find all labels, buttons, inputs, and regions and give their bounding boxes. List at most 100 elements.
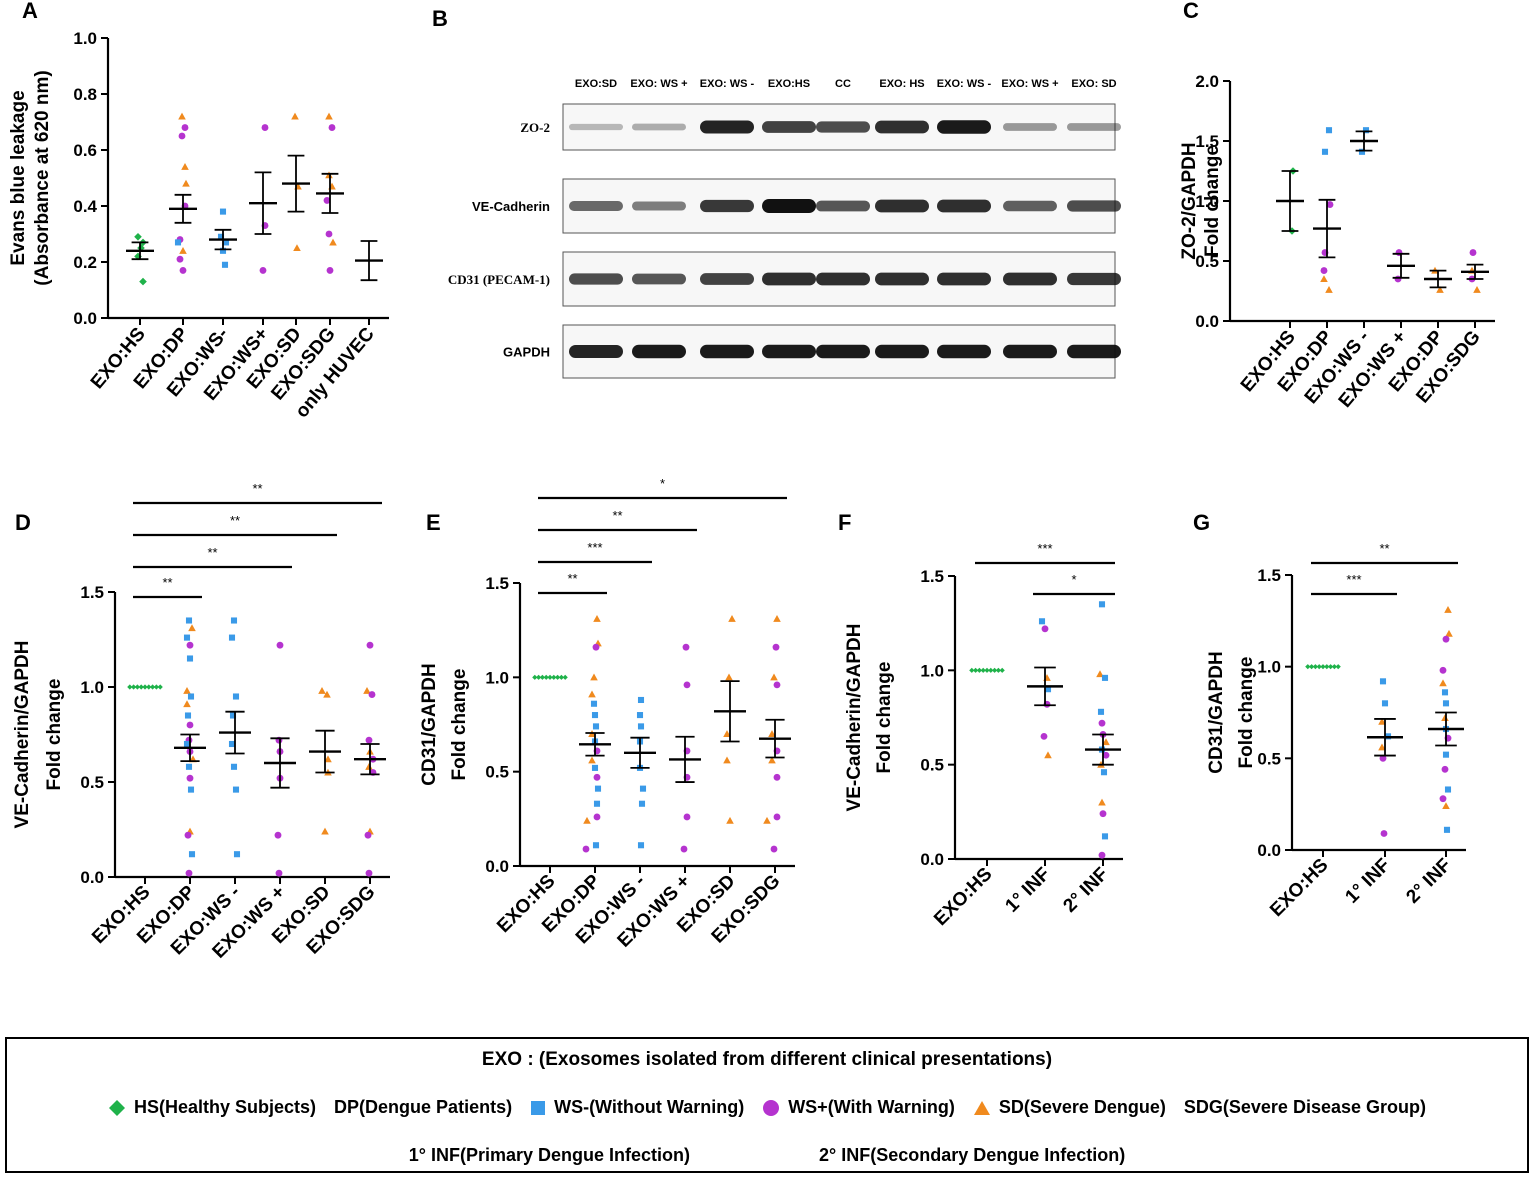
- legend-item-wspos: WS+(With Warning): [762, 1097, 955, 1118]
- blot-band: [569, 273, 623, 285]
- blot-band: [816, 200, 870, 212]
- data-point-sd: [763, 816, 771, 824]
- blot-lane-label: EXO:SD: [575, 78, 617, 90]
- data-point-hs: [1305, 664, 1311, 670]
- data-point-ws-pos: [593, 773, 601, 781]
- blot-band: [700, 273, 754, 285]
- data-point-sd: [321, 827, 329, 835]
- data-point-ws-neg: [188, 851, 196, 858]
- y-axis-label: Evans blue leakage: [8, 90, 29, 265]
- x-tick-label: EXO:HS: [1266, 855, 1332, 921]
- data-point-hs: [547, 674, 553, 680]
- data-point-ws-neg: [219, 208, 227, 215]
- legend-label-wsneg: WS-(Without Warning): [554, 1097, 745, 1117]
- data-point-ws-neg: [217, 233, 225, 240]
- data-point-hs: [555, 674, 561, 680]
- data-point-ws-pos: [186, 721, 194, 729]
- data-point-hs: [131, 684, 137, 690]
- blot-band: [875, 344, 929, 359]
- data-point-hs: [562, 674, 568, 680]
- blot-band: [1067, 344, 1121, 359]
- data-point-ws-neg: [1444, 786, 1452, 793]
- figure-canvas: A 0.0 0.2 0.4 0.6 0.8 1.0 Evans blue leakage (Ab…: [8, 0, 1495, 963]
- legend-item-dp: DP(Dengue Patients): [334, 1097, 512, 1118]
- data-point-ws-pos: [276, 641, 284, 649]
- data-point-ws-pos: [683, 813, 691, 821]
- legend-box: EXO : (Exosomes isolated from different …: [5, 1037, 1529, 1173]
- legend-label-hs: HS(Healthy Subjects): [134, 1097, 317, 1117]
- data-point-ws-pos: [1320, 267, 1328, 275]
- blot-band: [632, 273, 686, 285]
- blot-lane-label: EXO: WS -: [937, 78, 992, 90]
- x-tick-label: 2° INF: [1402, 855, 1455, 908]
- blot-band: [632, 344, 686, 359]
- y-tick-label: 0.6: [73, 141, 97, 160]
- legend-item-wsneg: WS-(Without Warning): [530, 1097, 744, 1118]
- y-axis-label: VE-Cadherin/GAPDH: [844, 624, 865, 812]
- data-point-ws-pos: [259, 266, 267, 274]
- blot-band: [875, 272, 929, 286]
- blot-band: [937, 272, 991, 286]
- data-point-ws-neg: [174, 239, 182, 246]
- y-axis-label: Fold change: [44, 679, 65, 791]
- data-point-ws-neg: [183, 740, 191, 748]
- significance-label: **: [567, 571, 577, 586]
- y-tick-label: 1.5: [920, 567, 944, 586]
- data-point-hs: [973, 667, 979, 673]
- data-point-ws-pos: [1326, 201, 1334, 209]
- y-axis-label: ZO-2/GAPDH: [1179, 142, 1200, 259]
- y-axis-label: Fold change: [1202, 145, 1223, 257]
- data-point-hs: [134, 684, 140, 690]
- y-tick-label: 0.0: [485, 857, 509, 876]
- panel-label: A: [22, 0, 38, 23]
- panel-label: F: [838, 510, 851, 535]
- significance-label: ***: [1037, 541, 1052, 556]
- data-point-sd: [1378, 717, 1386, 725]
- data-point-hs: [139, 277, 147, 286]
- chart-panel-a: A 0.0 0.2 0.4 0.6 0.8 1.0 Evans blue leakage (Ab…: [8, 0, 389, 422]
- data-point-ws-pos: [365, 869, 373, 877]
- data-point-sd: [770, 673, 778, 681]
- data-point-ws-pos: [1441, 765, 1449, 773]
- data-point-ws-pos: [325, 230, 333, 238]
- data-point-hs: [995, 667, 1001, 673]
- data-point-sd: [1378, 743, 1386, 751]
- data-point-sd: [1445, 629, 1453, 637]
- data-point-hs: [992, 667, 998, 673]
- blot-band: [1003, 272, 1057, 286]
- data-point-ws-neg: [228, 634, 236, 641]
- x-tick-label: 2° INF: [1059, 864, 1112, 917]
- panel-label: D: [15, 510, 31, 535]
- blot-band: [569, 344, 623, 359]
- y-axis-label: CD31/GAPDH: [1206, 651, 1227, 773]
- data-point-ws-neg: [1044, 686, 1052, 693]
- data-point-ws-neg: [1442, 751, 1450, 758]
- blot-row-label: CD31 (PECAM-1): [448, 272, 550, 287]
- data-point-ws-pos: [773, 813, 781, 821]
- data-point-sd: [1102, 738, 1110, 746]
- x-tick-label: EXO:HS: [930, 864, 996, 930]
- y-axis-label: Fold change: [1236, 657, 1257, 769]
- circle-icon: [763, 1099, 780, 1116]
- data-point-hs: [999, 667, 1005, 673]
- data-point-ws-pos: [1098, 851, 1106, 859]
- chart-panel-c: C0.00.51.01.52.0ZO-2/GAPDH Fold changeEXO…: [1179, 0, 1495, 412]
- data-point-sd: [590, 673, 598, 681]
- blot-band: [875, 120, 929, 134]
- data-point-ws-pos: [773, 773, 781, 781]
- significance-label: **: [162, 575, 172, 590]
- data-point-ws-neg: [637, 723, 645, 730]
- data-point-hs: [988, 667, 994, 673]
- blot-band: [700, 199, 754, 213]
- blot-row-label: VE-Cadherin: [472, 199, 550, 214]
- data-point-ws-neg: [229, 712, 237, 719]
- data-point-ws-pos: [1102, 751, 1110, 759]
- data-point-ws-pos: [179, 266, 187, 274]
- legend-label-sdg: SDG(Severe Disease Group): [1183, 1097, 1426, 1117]
- blot-band: [816, 344, 870, 359]
- data-point-sd: [728, 615, 736, 622]
- legend-label-dp: DP(Dengue Patients): [334, 1097, 513, 1117]
- y-axis-label: Fold change: [874, 662, 895, 774]
- data-point-ws-pos: [181, 124, 189, 132]
- blot-band: [762, 199, 816, 213]
